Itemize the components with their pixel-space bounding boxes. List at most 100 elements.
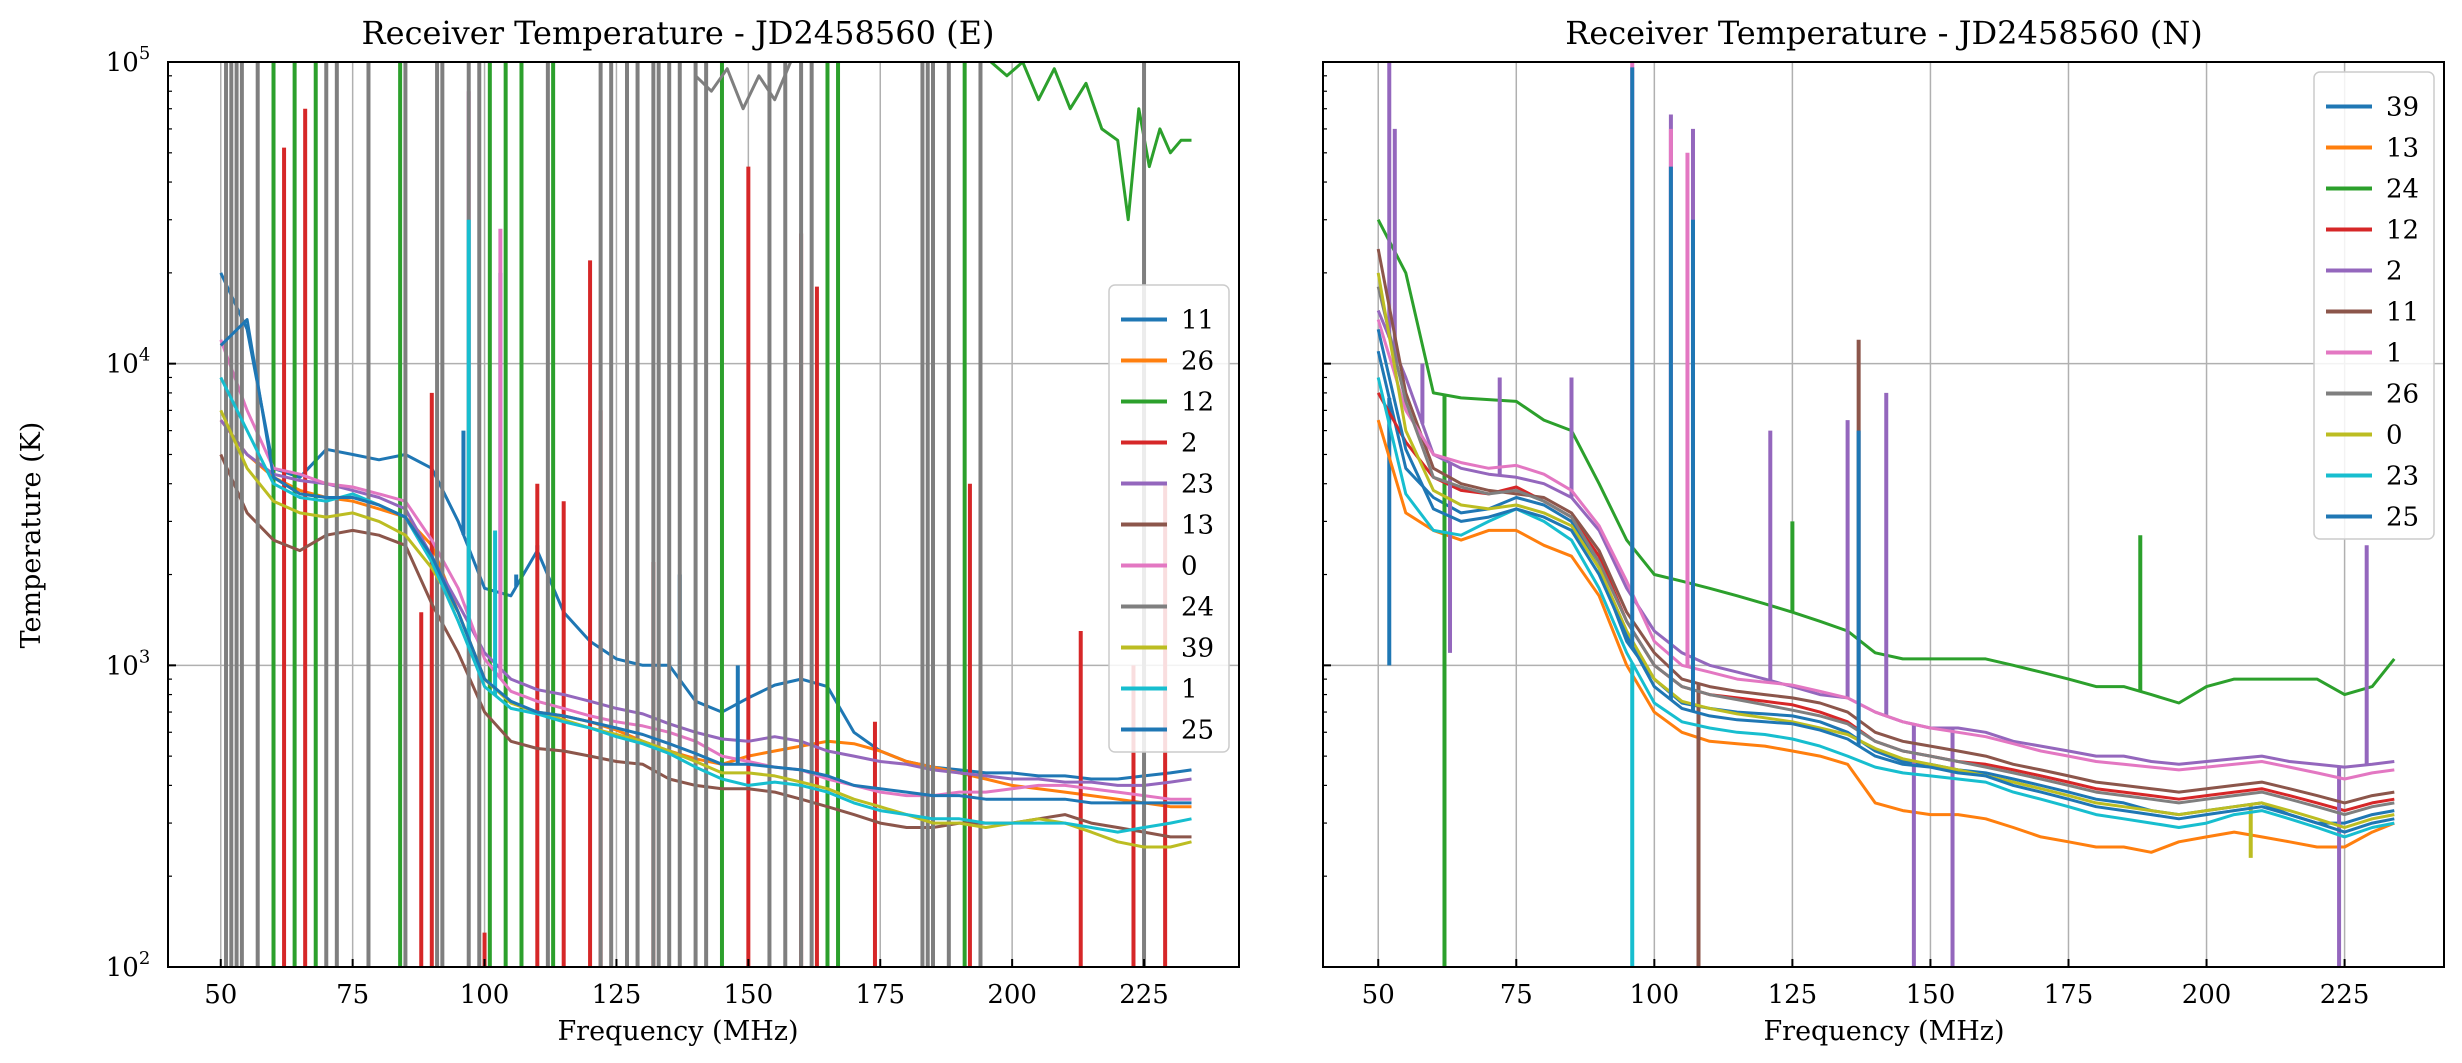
right-series-24 bbox=[1376, 219, 2396, 967]
right-grid bbox=[1323, 62, 2444, 967]
left-x-tick-label: 225 bbox=[1119, 980, 1169, 1010]
right-legend-label: 1 bbox=[2386, 339, 2403, 369]
left-y-tick-label: 102 bbox=[106, 948, 151, 983]
right-x-tick-label: 100 bbox=[1630, 980, 1680, 1010]
right-legend-label: 2 bbox=[2386, 257, 2403, 287]
right-legend-label: 24 bbox=[2386, 175, 2419, 205]
right-axes-frame bbox=[1322, 61, 2445, 968]
left-series-26 bbox=[219, 419, 1192, 809]
right-plot-area bbox=[1376, 62, 2396, 967]
right-series-line-1 bbox=[1376, 319, 2395, 781]
right-legend-label: 11 bbox=[2386, 298, 2419, 328]
left-series-segment-24 bbox=[694, 62, 792, 111]
left-legend-label: 25 bbox=[1181, 716, 1214, 746]
left-legend-item: 13 bbox=[1121, 511, 1214, 541]
left-x-tick-label: 100 bbox=[460, 980, 510, 1010]
left-series-line-11 bbox=[219, 272, 1192, 781]
right-legend-item: 2 bbox=[2326, 257, 2403, 287]
left-legend-item: 39 bbox=[1121, 634, 1214, 664]
right-x-axis-label: Frequency (MHz) bbox=[1763, 1016, 2004, 1047]
left-legend-label: 24 bbox=[1181, 593, 1214, 623]
right-series-line-25 bbox=[1376, 328, 2395, 834]
left-series-line-0 bbox=[219, 339, 1192, 801]
left-series-line-39 bbox=[219, 409, 1192, 849]
right-legend-item: 12 bbox=[2326, 216, 2419, 246]
right-series-line-24 bbox=[1376, 219, 2396, 705]
right-x-tick-label: 175 bbox=[2044, 980, 2094, 1010]
right-legend-label: 13 bbox=[2386, 134, 2419, 164]
left-series-24 bbox=[224, 62, 1147, 967]
left-x-tick-label: 50 bbox=[204, 980, 237, 1010]
left-legend: 11 26 12 2 23 13 0 24 39 1 25 bbox=[1108, 284, 1230, 753]
left-series-23 bbox=[219, 419, 1192, 787]
right-legend-item: 13 bbox=[2326, 134, 2419, 164]
left-y-tick-label: 103 bbox=[106, 646, 151, 681]
left-legend-item: 0 bbox=[1121, 552, 1198, 582]
right-series-23 bbox=[1376, 377, 2395, 967]
left-series-39 bbox=[219, 409, 1192, 849]
left-plot-area bbox=[219, 62, 1192, 967]
right-legend-item: 25 bbox=[2326, 503, 2419, 533]
right-panel-north: Receiver Temperature - JD2458560 (N) Fre… bbox=[1322, 14, 2445, 1047]
right-legend-item: 11 bbox=[2326, 298, 2419, 328]
left-chart-title: Receiver Temperature - JD2458560 (E) bbox=[362, 14, 995, 52]
left-legend-item: 26 bbox=[1121, 347, 1214, 377]
right-x-tick-label: 75 bbox=[1500, 980, 1533, 1010]
left-x-tick-label: 75 bbox=[336, 980, 369, 1010]
left-series-25 bbox=[219, 318, 1192, 805]
right-series-line-23 bbox=[1376, 377, 2395, 839]
right-x-tick-label: 200 bbox=[2182, 980, 2232, 1010]
right-legend-item: 26 bbox=[2326, 380, 2419, 410]
right-series-line-13 bbox=[1376, 419, 2395, 854]
left-series-12 bbox=[271, 62, 1192, 967]
left-series-line-26 bbox=[219, 419, 1192, 809]
left-legend-item: 11 bbox=[1121, 306, 1214, 336]
right-x-tick-label: 50 bbox=[1362, 980, 1395, 1010]
left-axes-frame bbox=[167, 61, 1240, 968]
right-legend-label: 12 bbox=[2386, 216, 2419, 246]
left-legend-item: 24 bbox=[1121, 593, 1214, 623]
left-legend-label: 23 bbox=[1181, 470, 1214, 500]
right-legend-item: 24 bbox=[2326, 175, 2419, 205]
right-legend-label: 26 bbox=[2386, 380, 2419, 410]
right-series-line-0 bbox=[1376, 272, 2395, 829]
right-x-tick-label: 150 bbox=[1906, 980, 1956, 1010]
left-legend-item: 12 bbox=[1121, 388, 1214, 418]
right-x-tick-label: 225 bbox=[2320, 980, 2370, 1010]
left-series-segment-12 bbox=[990, 62, 1192, 222]
left-x-axis-label: Frequency (MHz) bbox=[557, 1016, 798, 1047]
right-series-25 bbox=[1376, 67, 2395, 834]
right-legend-label: 0 bbox=[2386, 421, 2403, 451]
left-grid bbox=[168, 62, 1239, 967]
left-legend-label: 26 bbox=[1181, 347, 1214, 377]
left-y-axis-label: Temperature (K) bbox=[16, 422, 47, 649]
right-series-line-26 bbox=[1376, 286, 2395, 817]
left-panel-east: Receiver Temperature - JD2458560 (E) Fre… bbox=[16, 14, 1240, 1047]
right-legend-label: 23 bbox=[2386, 462, 2419, 492]
left-legend-label: 11 bbox=[1181, 306, 1214, 336]
left-legend-item: 23 bbox=[1121, 470, 1214, 500]
left-legend-label: 0 bbox=[1181, 552, 1198, 582]
right-legend-item: 1 bbox=[2326, 339, 2403, 369]
right-legend-label: 39 bbox=[2386, 93, 2419, 123]
left-x-tick-label: 175 bbox=[855, 980, 905, 1010]
right-x-tick-label: 125 bbox=[1768, 980, 1818, 1010]
right-series-26 bbox=[1376, 286, 2395, 817]
left-x-tick-label: 200 bbox=[987, 980, 1037, 1010]
right-legend-item: 0 bbox=[2326, 421, 2403, 451]
left-legend-label: 2 bbox=[1181, 429, 1198, 459]
right-legend-item: 23 bbox=[2326, 462, 2419, 492]
left-legend-label: 1 bbox=[1181, 675, 1198, 705]
left-y-tick-label: 104 bbox=[106, 345, 151, 380]
right-series-line-11 bbox=[1376, 248, 2395, 805]
left-legend-label: 13 bbox=[1181, 511, 1214, 541]
right-chart-title: Receiver Temperature - JD2458560 (N) bbox=[1565, 14, 2203, 52]
left-x-tick-label: 125 bbox=[592, 980, 642, 1010]
right-legend-label: 25 bbox=[2386, 503, 2419, 533]
left-series-line-25 bbox=[219, 318, 1192, 805]
right-legend-item: 39 bbox=[2326, 93, 2419, 123]
left-series-line-23 bbox=[219, 419, 1192, 787]
left-legend-label: 39 bbox=[1181, 634, 1214, 664]
